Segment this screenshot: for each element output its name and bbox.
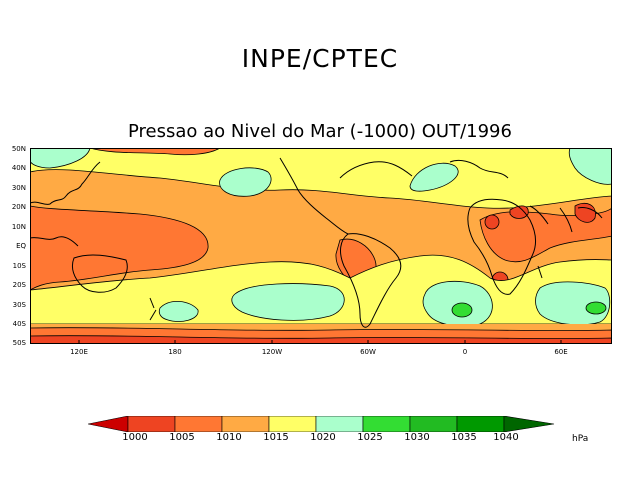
coastline-europe [449, 159, 509, 179]
coastline-north-america [279, 157, 413, 235]
lat-label-40n: 40N [11, 164, 26, 172]
lat-label-50n: 50N [11, 145, 26, 153]
colorbar-label-1005: 1005 [169, 432, 195, 443]
lat-label-30s: 30S [12, 301, 26, 309]
pressure-cell-1025-south-pacific [231, 283, 345, 321]
colorbar-label-1010: 1010 [216, 432, 242, 443]
coastline-new-zealand [149, 297, 157, 321]
colorbar-swatch-below-1000 [88, 416, 129, 432]
pressure-cell-1025-northeast [568, 148, 612, 185]
lat-label-30n: 30N [11, 184, 26, 192]
lat-label-40s: 40S [12, 320, 26, 328]
coastline-south-america [340, 233, 402, 328]
lon-label-180: 180 [168, 348, 182, 356]
pressure-cell-1030-indian-ocean [585, 301, 607, 315]
colorbar-swatch-1030-1035 [409, 416, 458, 432]
coastline-australia [71, 254, 128, 293]
lon-label-0: 0 [462, 348, 468, 356]
pressure-band-1010-africa [479, 207, 612, 263]
lat-label-10s: 10S [12, 262, 26, 270]
pressure-cell-1030-south-atlantic [451, 302, 473, 318]
lat-label-10n: 10N [11, 223, 26, 231]
organization-title: INPE/CPTEC [241, 44, 399, 73]
lon-label-60w: 60W [360, 348, 376, 356]
pressure-spot-1005-arabia [509, 205, 529, 219]
colorbar-swatch-above-1040 [503, 416, 555, 432]
lat-label-20n: 20N [11, 203, 26, 211]
colorbar-label-1040: 1040 [493, 432, 519, 443]
colorbar-swatch-1015-1020 [268, 416, 317, 432]
colorbar-label-1020: 1020 [310, 432, 336, 443]
colorbar-swatch-1025-1030 [362, 416, 411, 432]
pressure-cell-1025-northwest [30, 148, 91, 169]
coastline-africa [467, 198, 537, 295]
map-title: Pressao ao Nivel do Mar (-1000) OUT/1996 [128, 121, 512, 142]
colorbar-swatch-1035-1040 [456, 416, 505, 432]
pressure-spot-1005-india [574, 202, 596, 223]
colorbar-label-1035: 1035 [451, 432, 477, 443]
colorbar-swatch-1020-1025 [315, 416, 364, 432]
lon-label-120w: 120W [261, 348, 283, 356]
colorbar-label-1030: 1030 [404, 432, 430, 443]
pressure-spot-1005-africa-north [484, 214, 500, 230]
coastline-asia [30, 161, 101, 247]
colorbar-swatch-1010-1015 [221, 416, 270, 432]
colorbar-label-1000: 1000 [122, 432, 148, 443]
pressure-band-1010-north [89, 148, 221, 156]
lon-label-120e: 120E [70, 348, 88, 356]
pressure-cell-1025-indian-ocean [535, 281, 611, 326]
lat-label-50s: 50S [12, 339, 26, 347]
pressure-map [30, 148, 612, 344]
map-frame [30, 148, 612, 344]
colorbar-swatch-1005-1010 [174, 416, 223, 432]
pressure-cell-1025-north-atlantic [409, 162, 459, 192]
colorbar-unit: hPa [572, 434, 589, 444]
pressure-band-1010-west-pacific [30, 205, 209, 291]
pressure-cell-1025-south-pacific-west [158, 301, 199, 322]
coastline-madagascar [537, 265, 543, 279]
lon-label-60e: 60E [554, 348, 568, 356]
colorbar-label-1015: 1015 [263, 432, 289, 443]
coastline-arabia [529, 205, 549, 225]
lat-label-20s: 20S [12, 281, 26, 289]
colorbar-swatch-1000-1005 [127, 416, 176, 432]
pressure-cell-1025-north-pacific [219, 167, 272, 197]
colorbar [88, 416, 555, 432]
colorbar-label-1025: 1025 [357, 432, 383, 443]
coastline-india [559, 207, 603, 233]
lat-label-eq: EQ [16, 242, 26, 250]
